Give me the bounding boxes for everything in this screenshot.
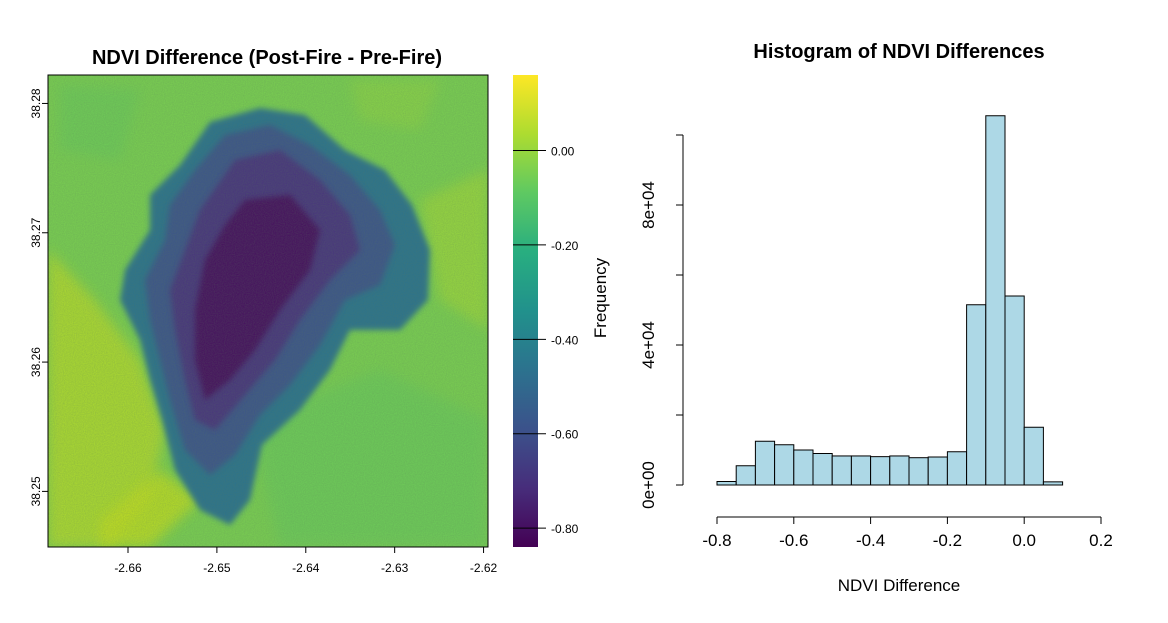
colorbar	[513, 75, 538, 547]
histogram-bar	[850, 455, 872, 486]
histogram-bar	[735, 465, 756, 486]
histogram-x-axis: -0.8 -0.6 -0.4 -0.2 0.0 0.2	[702, 516, 1113, 550]
histogram-bar	[812, 453, 833, 486]
ndvi-map-panel: NDVI Difference (Post-Fire - Pre-Fire) -…	[29, 47, 610, 575]
colorbar-ticks: 0.00 -0.20 -0.40 -0.60 -0.80	[513, 145, 579, 536]
map-y-tick-label: 38.25	[29, 476, 43, 506]
map-y-tick-label: 38.28	[29, 88, 43, 118]
histogram-bars	[716, 115, 1064, 486]
histogram-bar	[831, 455, 852, 486]
colorbar-tick-label: -0.80	[551, 522, 579, 536]
map-y-axis: 38.25 38.26 38.27 38.28	[29, 88, 48, 506]
histogram-bar	[966, 304, 987, 486]
histogram-bar	[774, 444, 795, 486]
histogram-x-tick-label: 0.2	[1089, 531, 1113, 550]
histogram-panel: Histogram of NDVI Differences -0.8 -0.6 -0…	[639, 41, 1113, 595]
histogram-y-tick-label: 0e+00	[639, 461, 658, 509]
map-x-tick-label: -2.62	[470, 561, 498, 575]
histogram-bar	[716, 481, 737, 486]
histogram-bar	[793, 449, 814, 486]
colorbar-tick-label: 0.00	[551, 145, 575, 159]
histogram-y-axis: 0e+00 4e+04 8e+04	[639, 134, 684, 509]
histogram-bar	[927, 456, 948, 486]
colorbar-tick-label: -0.20	[551, 239, 579, 253]
ndvi-raster	[48, 75, 488, 547]
histogram-title: Histogram of NDVI Differences	[753, 41, 1044, 63]
histogram-bar	[754, 440, 776, 486]
map-x-axis: -2.66 -2.65 -2.64 -2.63 -2.62	[114, 547, 498, 575]
histogram-xlabel: NDVI Difference	[838, 576, 961, 595]
map-x-tick-label: -2.65	[203, 561, 231, 575]
histogram-bar	[985, 115, 1006, 486]
histogram-x-tick-label: 0.0	[1012, 531, 1036, 550]
map-x-tick-label: -2.64	[292, 561, 320, 575]
histogram-x-tick-label: -0.2	[933, 531, 962, 550]
histogram-y-tick-label: 8e+04	[639, 181, 658, 229]
map-title: NDVI Difference (Post-Fire - Pre-Fire)	[92, 47, 442, 69]
histogram-bar	[908, 457, 929, 486]
map-y-tick-label: 38.27	[29, 217, 43, 247]
histogram-bar	[1042, 481, 1064, 486]
map-x-tick-label: -2.63	[381, 561, 409, 575]
histogram-x-tick-label: -0.4	[856, 531, 885, 550]
map-y-tick-label: 38.26	[29, 347, 43, 377]
histogram-bar	[1023, 426, 1044, 486]
histogram-y-tick-label: 4e+04	[639, 321, 658, 369]
histogram-bar	[889, 455, 910, 486]
colorbar-tick-label: -0.60	[551, 428, 579, 442]
colorbar-tick-label: -0.40	[551, 333, 579, 347]
map-frame	[47, 74, 489, 548]
histogram-bar	[870, 456, 891, 486]
histogram-bar	[1004, 295, 1025, 486]
histogram-bar	[946, 451, 968, 486]
histogram-x-tick-label: -0.6	[779, 531, 808, 550]
colorbar-label: Frequency	[591, 257, 610, 338]
map-x-tick-label: -2.66	[114, 561, 142, 575]
histogram-x-tick-label: -0.8	[702, 531, 731, 550]
